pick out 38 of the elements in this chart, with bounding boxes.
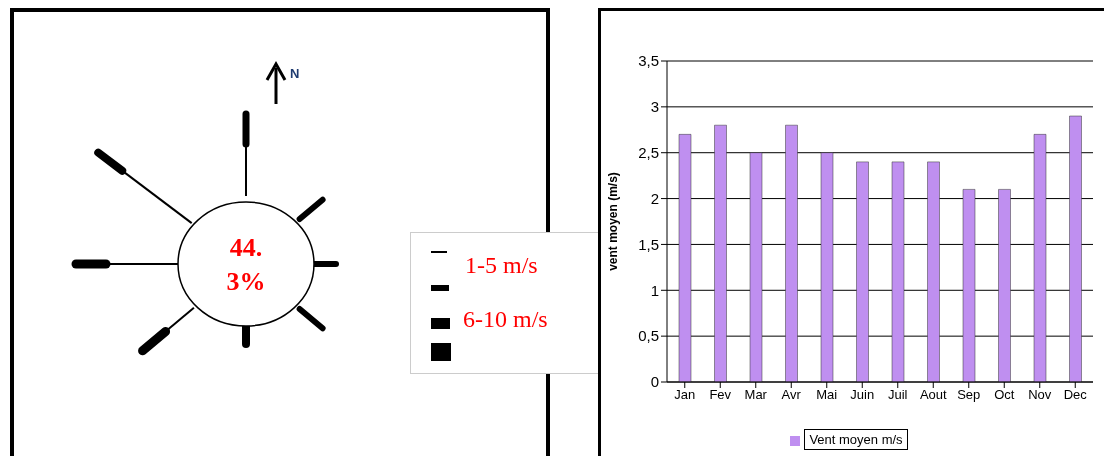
y-axis-title: vent moyen (m/s) [606, 172, 621, 271]
bar [714, 124, 727, 382]
text: 44.3% [226, 233, 266, 296]
x-tick-label: Mar [744, 387, 768, 403]
bar [1033, 134, 1047, 382]
bar [998, 189, 1011, 382]
bar [785, 124, 798, 382]
bar [891, 161, 905, 382]
y-tick-label: 0,5 [638, 327, 659, 345]
text: 6-10 m/s [463, 306, 548, 332]
x-tick-label: Oct [994, 387, 1015, 403]
bar [927, 161, 940, 382]
bar [962, 189, 976, 382]
bar [749, 152, 763, 382]
bar [856, 161, 869, 382]
x-tick-label: Aout [919, 387, 948, 403]
y-tick-label: 2,5 [638, 144, 659, 162]
text: 1-5 m/s [465, 252, 538, 278]
x-tick-label: Fev [709, 387, 732, 403]
y-tick-label: 2 [650, 189, 659, 207]
y-tick-label: 1,5 [638, 235, 659, 253]
x-tick-label: Dec [1063, 387, 1088, 403]
bar [1069, 115, 1082, 382]
x-tick-label: Sep [957, 387, 981, 403]
y-tick-label: 3 [650, 98, 659, 116]
x-tick-label: Juin [850, 387, 875, 403]
y-tick-label: 3,5 [638, 52, 659, 70]
x-tick-label: Juil [887, 387, 908, 403]
x-tick-label: Nov [1028, 387, 1052, 403]
bar [820, 152, 834, 382]
x-tick-label: Avr [781, 387, 802, 403]
text: N [290, 66, 300, 81]
bar [678, 134, 692, 382]
legend-label: Vent moyen m/s [804, 429, 908, 450]
x-tick-label: Mai [816, 387, 838, 403]
y-tick-label: 1 [650, 281, 659, 299]
x-tick-label: Jan [674, 387, 696, 403]
y-tick-label: 0 [650, 373, 659, 391]
